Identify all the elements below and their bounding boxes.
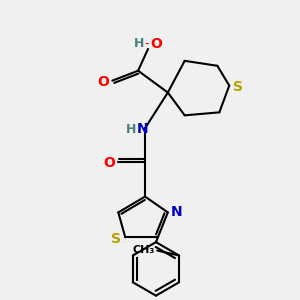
Text: N: N bbox=[136, 122, 148, 136]
Text: CH₃: CH₃ bbox=[132, 244, 154, 255]
Text: S: S bbox=[111, 232, 121, 246]
Text: -: - bbox=[145, 38, 149, 50]
Text: O: O bbox=[150, 37, 162, 51]
Text: H: H bbox=[134, 38, 144, 50]
Text: H: H bbox=[126, 123, 136, 136]
Text: O: O bbox=[98, 75, 110, 88]
Text: O: O bbox=[103, 156, 115, 170]
Text: N: N bbox=[171, 206, 182, 219]
Text: S: S bbox=[233, 80, 243, 94]
